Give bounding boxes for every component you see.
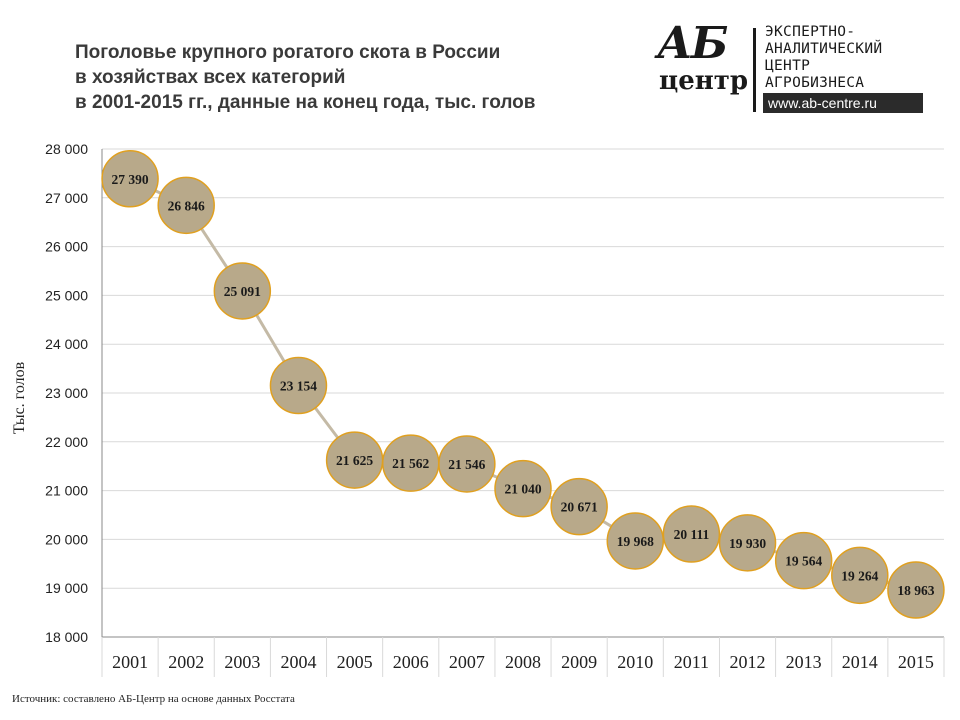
x-tick-label: 2013	[786, 652, 822, 672]
y-axis-label: Тыс. голов	[11, 361, 28, 434]
y-tick-label: 18 000	[45, 629, 88, 645]
data-label: 18 963	[897, 583, 934, 598]
data-point	[662, 505, 721, 563]
x-tick-label: 2011	[674, 652, 709, 672]
data-label: 27 390	[112, 172, 149, 187]
x-tick-label: 2002	[168, 652, 204, 672]
x-tick-label: 2014	[842, 652, 878, 672]
x-tick-label: 2007	[449, 652, 485, 672]
source-note: Источник: составлено АБ-Центр на основе …	[12, 693, 295, 705]
logo-line-3: ЦЕНТР	[765, 58, 811, 74]
x-tick-label: 2003	[224, 652, 260, 672]
x-tick-label: 2010	[617, 652, 653, 672]
data-label: 21 040	[504, 482, 541, 497]
data-point	[438, 435, 496, 493]
x-tick-label: 2008	[505, 652, 541, 672]
logo-divider	[753, 28, 756, 112]
ab-centre-logo: АБ центр ЭКСПЕРТНО- АНАЛИТИЧЕСКИЙ ЦЕНТР …	[655, 18, 925, 114]
chart-title: Поголовье крупного рогатого скота в Росс…	[75, 40, 535, 115]
data-point	[494, 459, 552, 518]
data-label: 21 562	[392, 456, 429, 471]
y-tick-label: 25 000	[45, 287, 88, 303]
data-point	[157, 176, 215, 235]
y-tick-label: 20 000	[45, 531, 88, 547]
data-point	[831, 546, 889, 605]
data-point	[887, 561, 945, 619]
logo-line-4: АГРОБИЗНЕСА	[765, 75, 865, 91]
data-label: 19 930	[729, 536, 766, 551]
data-label: 25 091	[224, 284, 261, 299]
data-label: 19 264	[841, 568, 878, 583]
title-line-3: в 2001-2015 гг., данные на конец года, т…	[75, 92, 536, 113]
title-line-2: в хозяйствах всех категорий	[75, 67, 346, 88]
logo-text: ЭКСПЕРТНО- АНАЛИТИЧЕСКИЙ ЦЕНТР АГРОБИЗНЕ…	[765, 24, 882, 92]
data-label: 26 846	[168, 198, 205, 213]
data-label: 20 111	[674, 527, 710, 542]
data-point	[606, 512, 665, 570]
data-label: 19 968	[617, 534, 654, 549]
data-point	[101, 150, 159, 208]
data-point	[213, 262, 272, 320]
data-label: 21 625	[336, 453, 373, 468]
data-point	[550, 477, 608, 536]
data-label: 19 564	[785, 554, 822, 569]
y-tick-label: 19 000	[45, 580, 88, 596]
y-tick-label: 24 000	[45, 336, 88, 352]
logo-line-2: АНАЛИТИЧЕСКИЙ	[765, 41, 883, 57]
logo-mark: АБ центр	[655, 18, 750, 97]
x-tick-label: 2006	[393, 652, 429, 672]
data-point	[718, 514, 777, 572]
data-label: 23 154	[280, 378, 317, 393]
data-point	[774, 531, 833, 590]
x-tick-label: 2004	[280, 652, 316, 672]
data-point	[269, 356, 328, 415]
x-tick-label: 2015	[898, 652, 934, 672]
logo-line-1: ЭКСПЕРТНО-	[765, 24, 856, 40]
logo-url[interactable]: www.ab-centre.ru	[763, 93, 923, 113]
x-tick-label: 2009	[561, 652, 597, 672]
data-label: 21 546	[448, 457, 485, 472]
y-tick-label: 27 000	[45, 190, 88, 206]
y-tick-label: 26 000	[45, 239, 88, 255]
x-tick-label: 2012	[730, 652, 766, 672]
x-tick-label: 2005	[337, 652, 373, 672]
data-label: 20 671	[561, 500, 598, 515]
title-line-1: Поголовье крупного рогатого скота в Росс…	[75, 42, 501, 63]
y-tick-label: 23 000	[45, 385, 88, 401]
series-line	[129, 177, 917, 592]
logo-mark-ab: АБ	[657, 18, 728, 69]
logo-mark-centr: центр	[659, 66, 749, 96]
y-tick-label: 21 000	[45, 483, 88, 499]
y-tick-label: 28 000	[45, 141, 88, 157]
y-tick-label: 22 000	[45, 434, 88, 450]
x-tick-label: 2001	[112, 652, 148, 672]
